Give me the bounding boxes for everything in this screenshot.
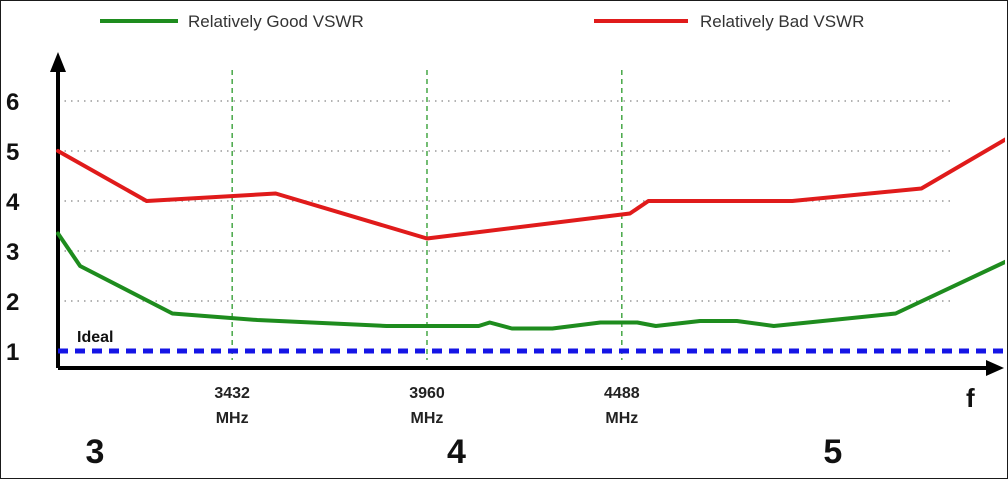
- y-axis-arrow-icon: [50, 52, 66, 72]
- y-tick-label: 5: [6, 139, 19, 166]
- legend-label: Relatively Good VSWR: [188, 12, 364, 31]
- series-line-good-vswr: [56, 231, 1005, 331]
- x-axis-arrow-icon: [986, 360, 1004, 376]
- ideal-line-label: Ideal: [77, 329, 113, 346]
- y-tick-label: 4: [6, 189, 20, 216]
- series-line-bad-vswr: [56, 137, 1005, 241]
- band-label: 3: [85, 433, 104, 471]
- y-tick-label: 2: [6, 289, 19, 316]
- x-tick-unit-label: MHz: [605, 410, 638, 427]
- y-tick-label: 3: [6, 239, 19, 266]
- band-label: 4: [447, 433, 466, 471]
- band-label: 5: [823, 433, 842, 471]
- y-tick-label: 1: [6, 339, 19, 366]
- y-tick-label: 6: [6, 89, 19, 116]
- x-tick-label: 3432: [214, 385, 250, 402]
- x-axis-label: f: [966, 383, 975, 413]
- legend-label: Relatively Bad VSWR: [700, 12, 864, 31]
- x-tick-unit-label: MHz: [411, 410, 444, 427]
- x-tick-label: 4488: [604, 385, 640, 402]
- x-tick-unit-label: MHz: [216, 410, 249, 427]
- x-tick-label: 3960: [409, 385, 445, 402]
